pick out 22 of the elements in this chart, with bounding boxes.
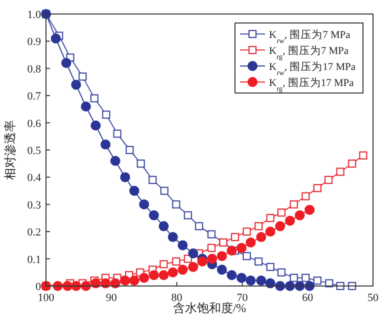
legend-label: K$_{rw}$, 围压为7 MPa	[269, 28, 351, 44]
y-axis-title: 相对渗透率	[3, 120, 17, 180]
legend-label: K$_{rw}$, 围压为17 MPa	[269, 60, 356, 76]
x-axis-title: 含水饱和度/%	[172, 301, 246, 315]
x-tick-label: 100	[38, 292, 55, 304]
y-tick-label: 0.6	[27, 118, 42, 130]
y-tick-label: 0	[36, 281, 42, 293]
y-tick-label: 0.5	[27, 145, 42, 157]
legend-label: K$_{rg}$, 围压为7 MPa	[269, 44, 349, 60]
y-tick-label: 1.0	[27, 9, 42, 21]
y-tick-label: 0.4	[27, 172, 42, 184]
x-tick-label: 70	[236, 292, 248, 304]
legend-label: K$_{rg}$, 围压为17 MPa	[269, 76, 354, 92]
y-tick-label: 0.8	[27, 63, 42, 76]
y-tick-label: 0.3	[27, 199, 42, 212]
x-tick-label: 50	[368, 292, 379, 304]
y-tick-label: 0.9	[27, 36, 42, 48]
y-tick-label: 0.2	[27, 226, 41, 239]
y-tick-label: 0.1	[27, 254, 41, 266]
x-tick-label: 60	[302, 292, 314, 304]
x-tick-label: 90	[106, 292, 118, 304]
y-tick-label: 0.7	[27, 90, 42, 103]
